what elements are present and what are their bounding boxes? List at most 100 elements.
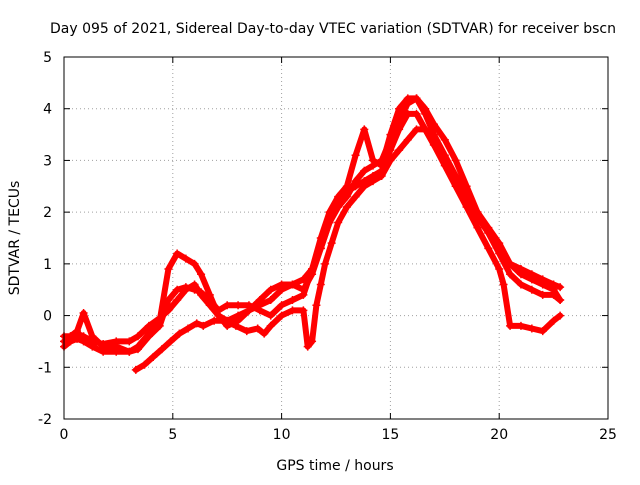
data-point bbox=[73, 334, 82, 343]
data-point bbox=[538, 290, 547, 299]
data-point bbox=[451, 156, 460, 165]
data-point bbox=[495, 265, 504, 274]
data-point bbox=[495, 249, 504, 258]
data-point bbox=[255, 296, 264, 305]
data-point bbox=[395, 115, 404, 124]
data-point bbox=[334, 192, 343, 201]
data-point bbox=[412, 94, 421, 103]
data-point bbox=[140, 360, 149, 369]
data-point bbox=[462, 182, 471, 191]
data-point bbox=[334, 202, 343, 211]
chart-title: Day 095 of 2021, Sidereal Day-to-day VTE… bbox=[50, 21, 616, 37]
data-point bbox=[299, 285, 308, 294]
data-point bbox=[223, 301, 232, 310]
data-point bbox=[155, 316, 164, 325]
data-point bbox=[125, 347, 134, 356]
data-point bbox=[368, 161, 377, 170]
data-point bbox=[144, 329, 153, 338]
tick-layer bbox=[63, 56, 609, 420]
data-point bbox=[484, 244, 493, 253]
data-point bbox=[66, 337, 75, 346]
y-tick-labels: -2 -1 0 1 2 3 4 5 bbox=[38, 50, 52, 428]
data-point bbox=[277, 280, 286, 289]
data-point bbox=[231, 321, 240, 330]
y-tick-label: -2 bbox=[38, 412, 52, 428]
data-point bbox=[303, 342, 312, 351]
data-point bbox=[556, 311, 565, 320]
data-point bbox=[368, 177, 377, 186]
data-point bbox=[244, 306, 253, 315]
data-point bbox=[197, 270, 206, 279]
data-point bbox=[360, 166, 369, 175]
data-point bbox=[112, 347, 121, 356]
y-tick-label: -1 bbox=[38, 360, 52, 376]
data-point bbox=[253, 324, 262, 333]
data-point bbox=[266, 321, 275, 330]
data-point bbox=[190, 259, 199, 268]
data-point bbox=[549, 290, 558, 299]
data-point bbox=[403, 135, 412, 144]
data-point bbox=[527, 285, 536, 294]
data-point bbox=[173, 296, 182, 305]
y-axis-label: SDTVAR / TECUs bbox=[7, 181, 23, 296]
data-point bbox=[527, 270, 536, 279]
data-point bbox=[175, 329, 184, 338]
data-point bbox=[255, 306, 264, 315]
data-point bbox=[325, 218, 334, 227]
data-point bbox=[190, 285, 199, 294]
data-point bbox=[312, 301, 321, 310]
data-point bbox=[516, 280, 525, 289]
data-point bbox=[321, 259, 330, 268]
data-point bbox=[79, 337, 88, 346]
data-point bbox=[451, 182, 460, 191]
data-point bbox=[484, 228, 493, 237]
data-point bbox=[197, 288, 206, 297]
data-point bbox=[429, 120, 438, 129]
data-point bbox=[556, 283, 565, 292]
data-point bbox=[377, 171, 386, 180]
data-point bbox=[360, 182, 369, 191]
data-point bbox=[164, 265, 173, 274]
data-point bbox=[277, 311, 286, 320]
data-point bbox=[351, 151, 360, 160]
data-point bbox=[192, 319, 201, 328]
series-track-c bbox=[61, 95, 564, 355]
y-tick-label: 0 bbox=[43, 309, 52, 325]
data-point bbox=[327, 239, 336, 248]
series-layer bbox=[60, 94, 565, 374]
data-point bbox=[173, 249, 182, 258]
data-point bbox=[221, 316, 230, 325]
data-point bbox=[234, 301, 243, 310]
data-point bbox=[99, 347, 108, 356]
x-tick-label: 10 bbox=[273, 427, 291, 443]
data-point bbox=[506, 270, 515, 279]
data-point bbox=[516, 321, 525, 330]
data-point bbox=[266, 311, 275, 320]
data-point bbox=[473, 223, 482, 232]
data-point bbox=[506, 321, 515, 330]
data-point bbox=[516, 265, 525, 274]
data-point bbox=[79, 308, 88, 317]
data-point bbox=[299, 306, 308, 315]
data-point bbox=[549, 316, 558, 325]
data-point bbox=[549, 280, 558, 289]
data-point bbox=[205, 290, 214, 299]
y-tick-label: 5 bbox=[43, 50, 52, 66]
x-tick-labels: 0 5 10 15 20 25 bbox=[60, 427, 617, 443]
data-point bbox=[266, 296, 275, 305]
data-point bbox=[538, 327, 547, 336]
data-point bbox=[181, 283, 190, 292]
data-point bbox=[538, 275, 547, 284]
data-point bbox=[473, 208, 482, 217]
data-point bbox=[316, 244, 325, 253]
data-point bbox=[351, 192, 360, 201]
y-tick-label: 1 bbox=[43, 257, 52, 273]
series-track-d bbox=[132, 126, 564, 373]
data-point bbox=[462, 202, 471, 211]
data-point bbox=[377, 156, 386, 165]
data-point bbox=[316, 280, 325, 289]
data-point bbox=[386, 135, 395, 144]
data-point bbox=[125, 337, 134, 346]
